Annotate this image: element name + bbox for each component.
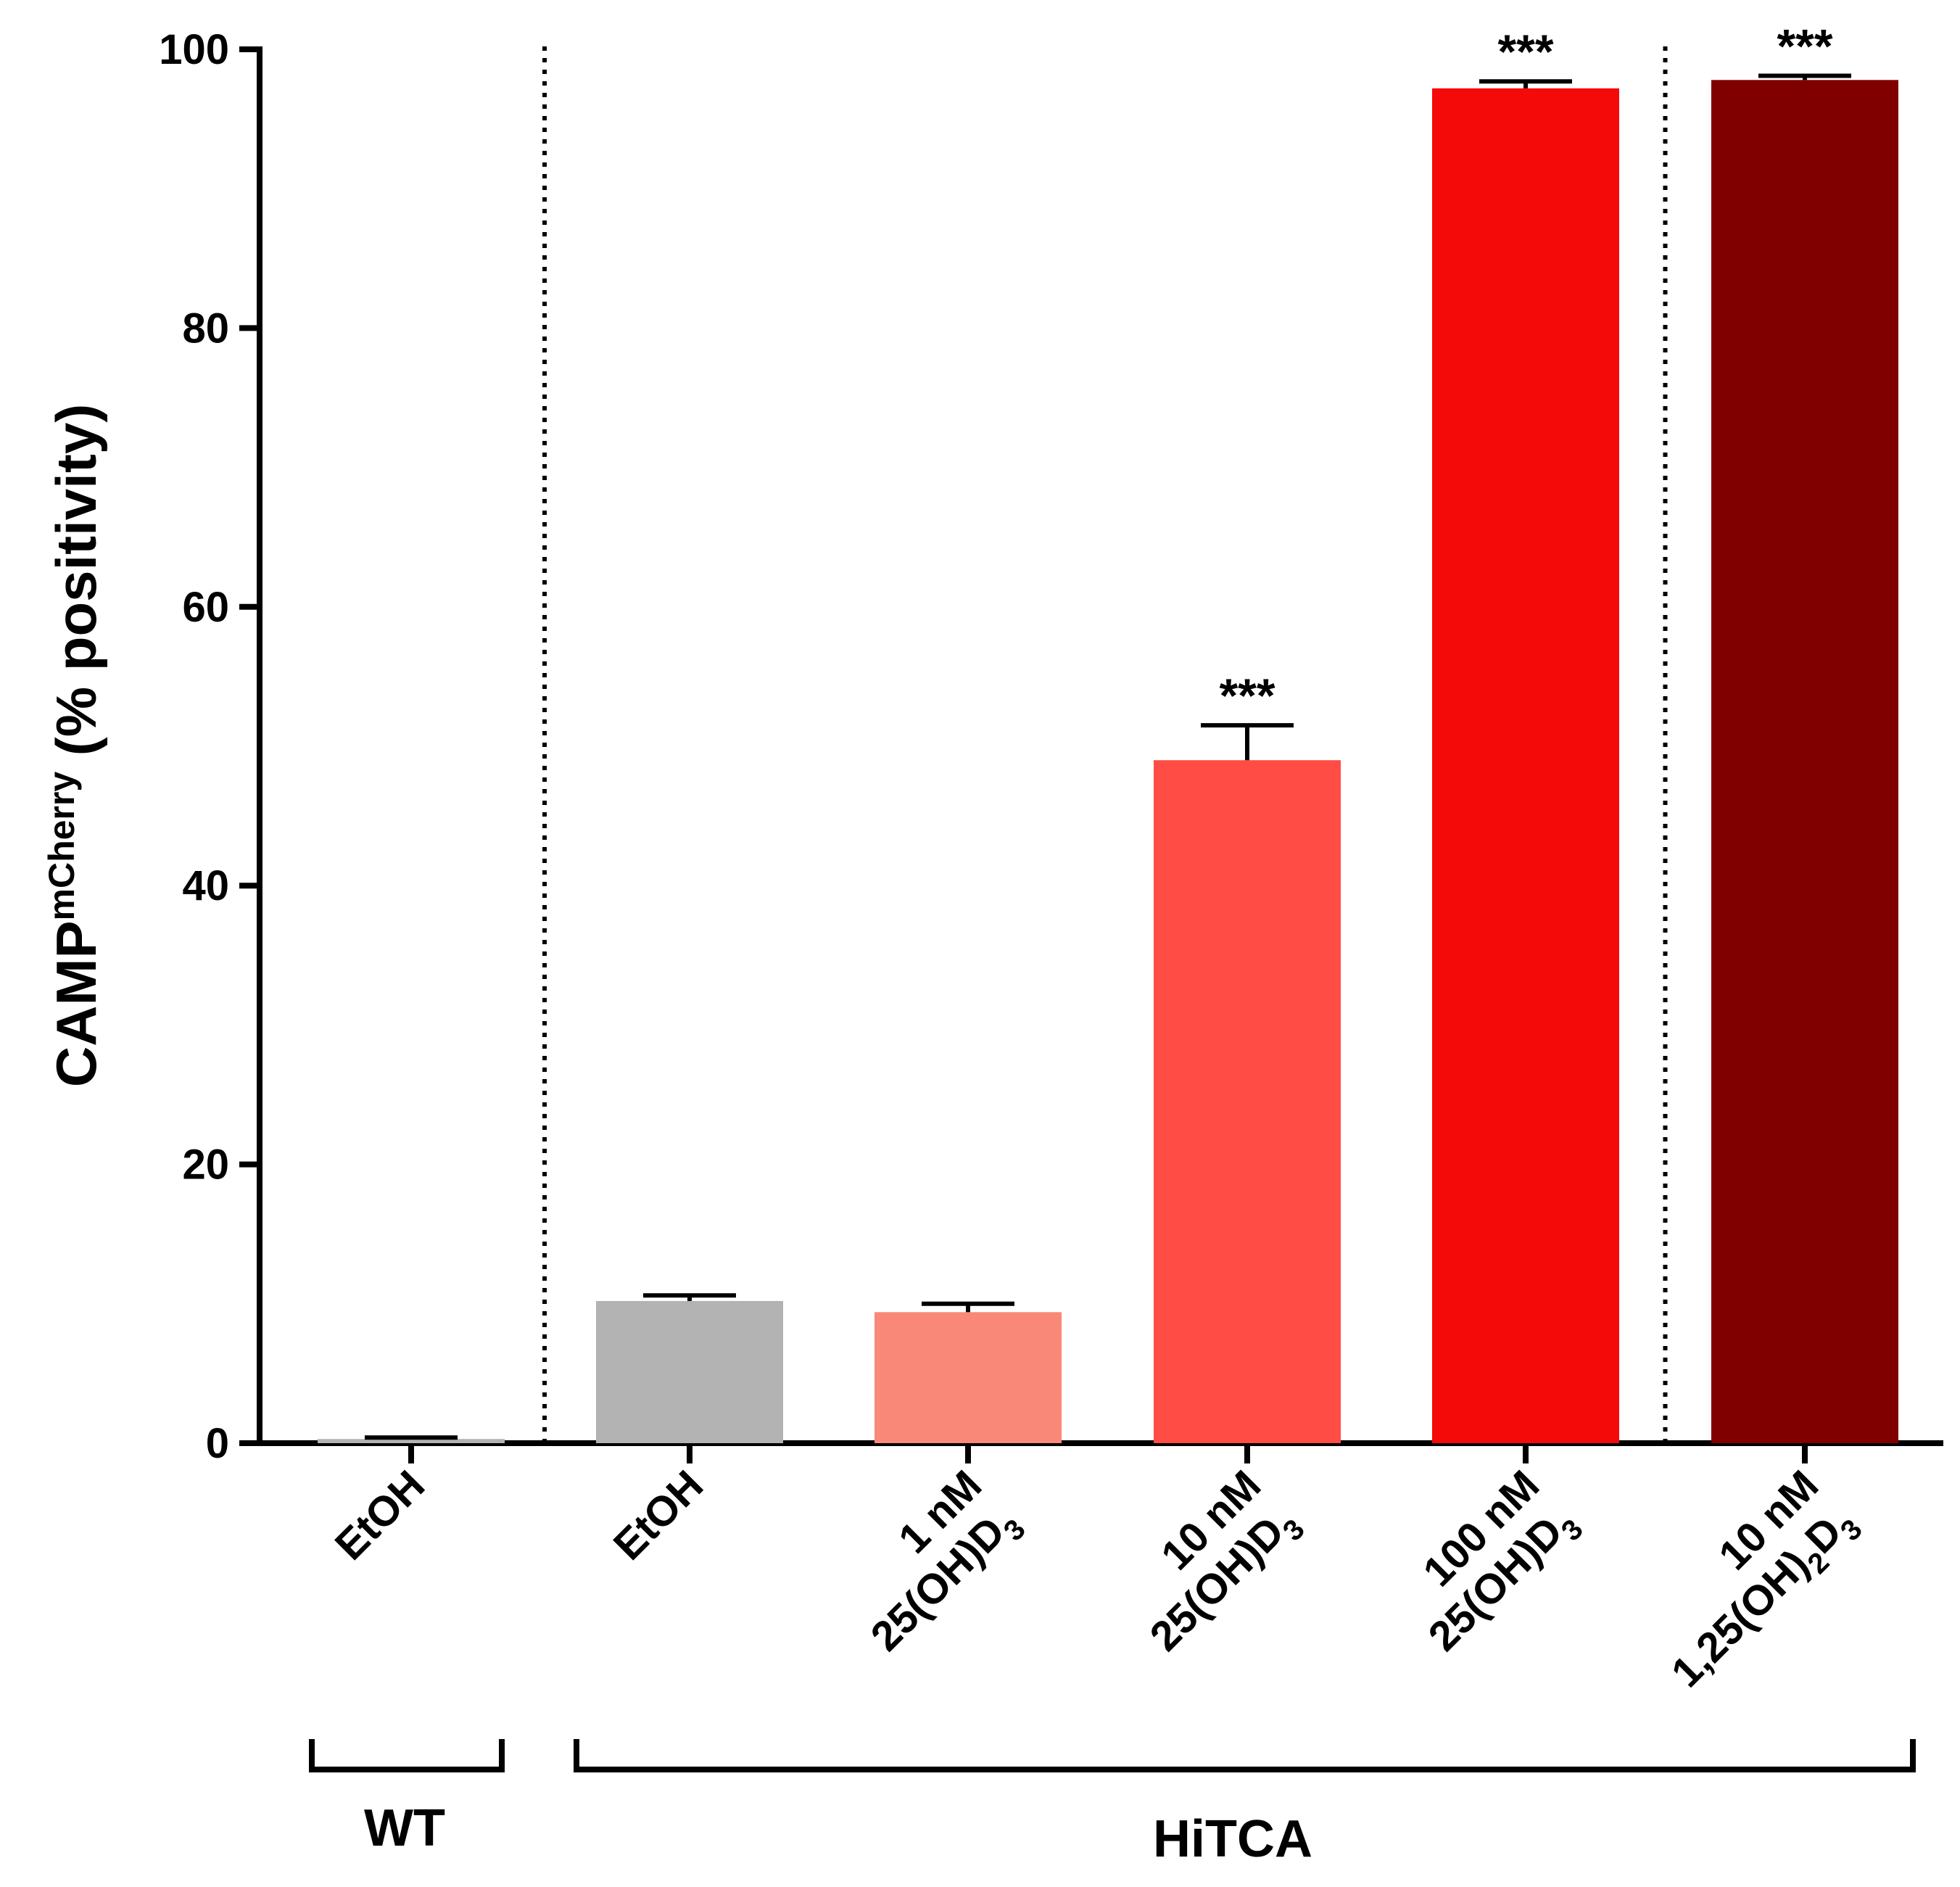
- bars: [318, 80, 1898, 1444]
- y-title-suffix: (% positivity): [44, 404, 108, 772]
- bar: [596, 1300, 783, 1443]
- y-tick-label: 20: [182, 1141, 229, 1189]
- bar: [1432, 88, 1619, 1443]
- y-tick-label: 40: [182, 862, 229, 909]
- category-label-line1: EtOH: [605, 1461, 712, 1569]
- group-brackets: WT HiTCA: [309, 1739, 1916, 1868]
- y-title-main: CAMP: [44, 921, 108, 1088]
- significance-marker: ***: [1219, 669, 1275, 722]
- significance-marker: ***: [1777, 20, 1832, 73]
- error-bars: [365, 73, 1851, 1440]
- bar: [1154, 760, 1341, 1443]
- y-axis-ticks: 0 20 40 60 80 100: [159, 26, 260, 1467]
- group-bracket: [574, 1739, 1916, 1772]
- y-tick-label: 0: [206, 1420, 229, 1467]
- y-tick-label: 60: [182, 584, 229, 631]
- y-axis-title: CAMPmCherry (% positivity): [41, 404, 108, 1087]
- group-label: WT: [364, 1799, 445, 1857]
- significance-marker: ***: [1497, 25, 1553, 78]
- category-label: EtOH: [326, 1461, 434, 1569]
- category-label-line1: EtOH: [326, 1461, 434, 1569]
- y-tick-label: 100: [159, 26, 229, 73]
- bar: [318, 1439, 505, 1443]
- group-bracket: [309, 1739, 505, 1772]
- axes: [257, 46, 1943, 1463]
- category-label: EtOH: [605, 1461, 712, 1569]
- y-title-superscript: mCherry: [41, 772, 82, 921]
- category-label: 10 nM1,25(OH)2D3: [1663, 1461, 1869, 1696]
- group-separators: [542, 46, 1668, 1443]
- bar: [874, 1312, 1062, 1443]
- bar: [1711, 80, 1898, 1444]
- group-label: HiTCA: [1153, 1810, 1312, 1868]
- y-axis-title-text: CAMPmCherry (% positivity): [41, 404, 108, 1087]
- significance-markers: *** *** ***: [1219, 20, 1832, 723]
- y-tick-label: 80: [182, 305, 229, 352]
